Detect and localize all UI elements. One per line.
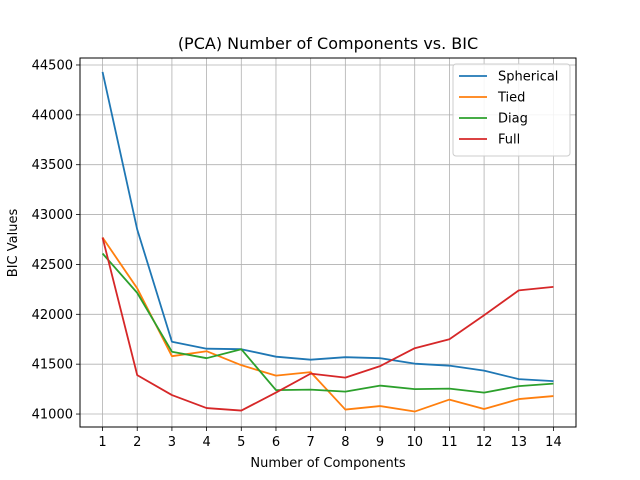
x-tick-label: 13 [510,435,527,450]
x-tick-label: 1 [98,435,106,450]
x-tick-label: 3 [168,435,176,450]
series-layer [101,71,554,413]
y-axis-label: BIC Values [6,209,21,278]
x-tick-label: 10 [406,435,423,450]
series-line-full [101,237,554,412]
legend: Spherical Tied Diag Full [452,63,571,157]
y-tick-label: 42000 [32,308,73,323]
x-tick-label: 5 [237,435,245,450]
y-tick-label: 42500 [32,258,73,273]
legend-label-diag: Diag [498,112,528,127]
x-tick-label: 4 [202,435,210,450]
x-axis-label: Number of Components [250,456,405,471]
x-tick-label: 8 [341,435,349,450]
y-tick-label: 44000 [32,108,73,123]
plot-frame [79,57,577,428]
legend-box [452,63,571,157]
x-tick-label: 2 [133,435,141,450]
x-tick-label: 14 [545,435,562,450]
y-tick-label: 41000 [32,408,73,423]
y-tick-label: 44500 [32,58,73,73]
y-axis: 41000 41500 42000 42500 43000 43500 44000 44500 [32,58,80,423]
y-tick-label: 43500 [32,158,73,173]
x-tick-label: 11 [441,435,458,450]
x-axis: 1 2 3 4 5 6 7 8 9 10 11 12 13 14 [98,427,562,450]
x-tick-label: 12 [476,435,493,450]
chart-title: (PCA) Number of Components vs. BIC [178,34,478,53]
x-tick-label: 6 [272,435,280,450]
y-tick-label: 43000 [32,208,73,223]
legend-label-full: Full [498,133,520,148]
x-tick-label: 7 [307,435,315,450]
legend-label-tied: Tied [497,91,525,106]
legend-label-spherical: Spherical [498,70,558,85]
series-line-diag [101,252,554,394]
x-tick-label: 9 [376,435,384,450]
series-line-tied [101,237,554,413]
y-tick-label: 41500 [32,358,73,373]
series-line-spherical [101,71,554,383]
